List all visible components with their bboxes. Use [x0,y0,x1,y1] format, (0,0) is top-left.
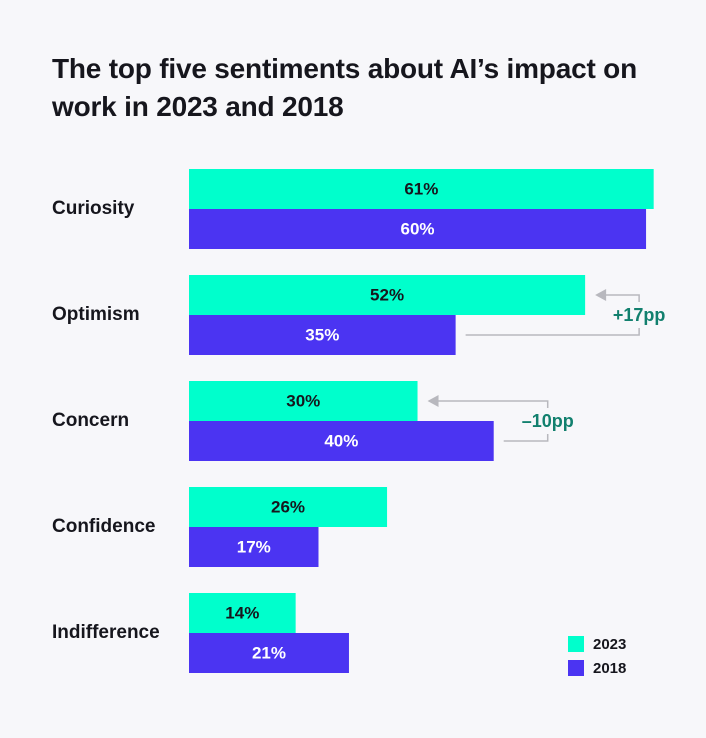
category-label-confidence: Confidence [52,516,155,537]
chart-title: The top five sentiments about AI’s impac… [52,53,637,122]
legend-label-2018: 2018 [593,660,626,677]
value-label-2023-optimism: 52% [370,285,404,304]
value-label-2018-concern: 40% [324,431,358,450]
bar-2018-curiosity [189,209,647,249]
bar-2018-indifference [189,633,349,673]
bar-2023-confidence [189,487,388,527]
category-label-indifference: Indifference [52,622,160,643]
bar-2023-indifference [189,593,296,633]
bar-2018-confidence [189,527,319,567]
legend-label-2023: 2023 [593,636,626,653]
legend-swatch-2023 [568,636,584,652]
value-label-2018-optimism: 35% [305,325,339,344]
bar-2023-concern [189,381,418,421]
value-label-2023-indifference: 14% [225,603,259,622]
category-label-curiosity: Curiosity [52,198,135,219]
bar-2023-optimism [189,275,586,315]
category-label-optimism: Optimism [52,304,140,325]
change-label-background-concern [517,408,582,434]
legend-swatch-2018 [568,660,584,676]
change-label-optimism: +17pp [613,305,666,325]
bar-2018-optimism [189,315,456,355]
bar-2018-concern [189,421,494,461]
value-label-2018-curiosity: 60% [401,219,435,238]
change-arrowhead-concern [427,395,439,407]
category-label-concern: Concern [52,410,129,431]
change-arrowhead-optimism [595,289,607,301]
bar-2023-curiosity [189,169,654,209]
change-label-concern: –10pp [522,411,574,431]
value-label-2023-curiosity: 61% [404,179,438,198]
change-label-background-optimism [609,302,674,328]
value-label-2018-indifference: 21% [252,643,286,662]
value-label-2023-confidence: 26% [271,497,305,516]
value-label-2023-concern: 30% [286,391,320,410]
value-label-2018-confidence: 17% [237,537,271,556]
